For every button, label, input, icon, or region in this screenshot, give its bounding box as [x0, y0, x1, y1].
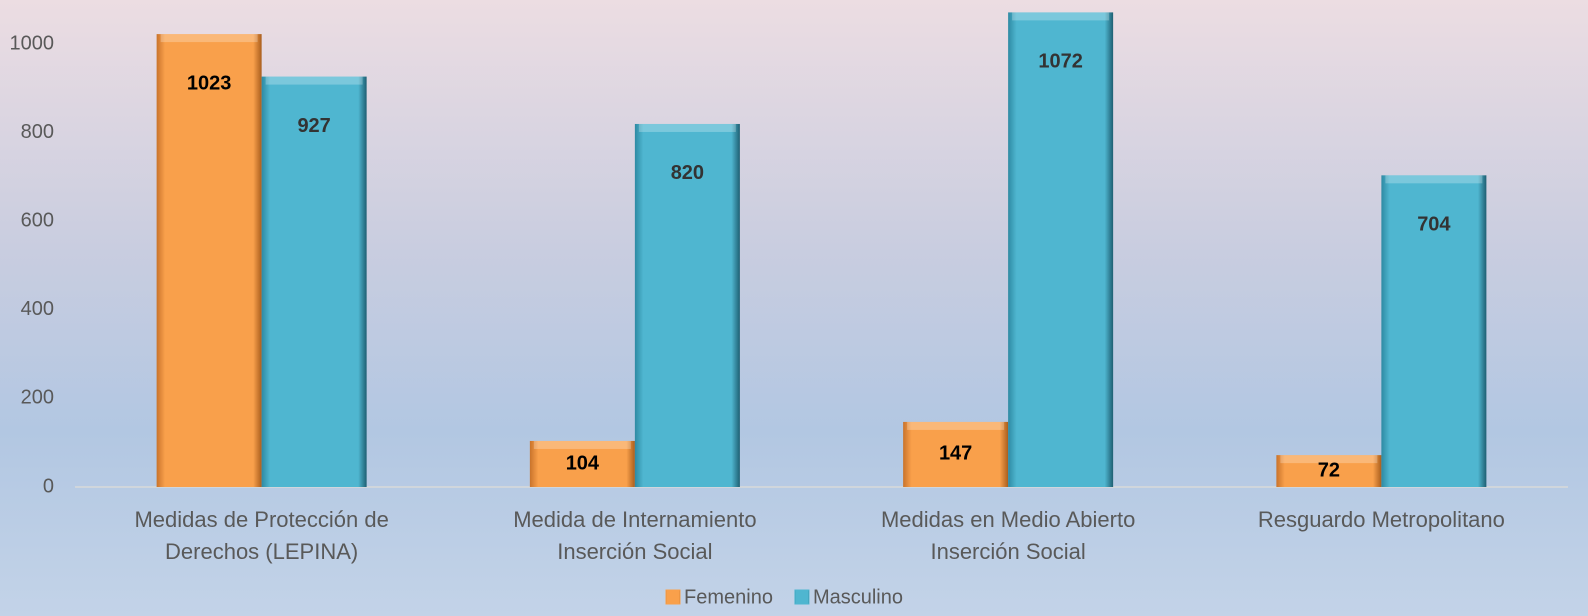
legend-label: Femenino — [684, 586, 773, 608]
legend-swatch — [794, 589, 810, 605]
bar — [1381, 175, 1487, 487]
data-label: 1023 — [187, 72, 232, 94]
x-tick-label: Medidas en Medio Abierto Inserción Socia… — [880, 507, 1136, 564]
bar — [529, 440, 635, 487]
y-tick-label: 400 — [21, 298, 54, 320]
y-tick-label: 1000 — [10, 33, 55, 55]
data-label: 104 — [566, 452, 600, 474]
bar-bevel — [1012, 12, 1110, 21]
bar-bevel — [265, 76, 363, 85]
bar — [903, 421, 1009, 487]
data-label: 72 — [1318, 459, 1340, 481]
data-label: 704 — [1417, 214, 1451, 236]
bar — [261, 76, 367, 487]
data-label: 147 — [939, 443, 972, 465]
bar-bevel — [907, 421, 1005, 430]
bar-bevel — [1280, 455, 1378, 464]
x-tick-label: Medida de Internamiento Inserción Social — [513, 507, 757, 564]
data-label: 927 — [297, 115, 330, 137]
y-tick-label: 600 — [21, 210, 54, 232]
x-tick-label: Resguardo Metropolitano — [1257, 507, 1505, 532]
bar-bevel — [533, 440, 631, 449]
bar-bevel — [1385, 175, 1483, 184]
bar — [634, 123, 740, 488]
y-tick-label: 800 — [21, 121, 54, 143]
legend-label: Masculino — [813, 586, 903, 608]
bar-bevel — [638, 123, 736, 132]
bar — [156, 34, 262, 488]
x-tick-label: Medidas de Protección de Derechos (LEPIN… — [134, 507, 389, 564]
bar — [1276, 455, 1382, 487]
y-tick-label: 200 — [21, 387, 54, 409]
y-tick-label: 0 — [43, 475, 54, 497]
bar-bevel — [160, 34, 258, 43]
legend-swatch — [665, 589, 681, 605]
bar — [1008, 12, 1114, 488]
data-label: 1072 — [1038, 51, 1083, 73]
data-label: 820 — [671, 162, 704, 184]
